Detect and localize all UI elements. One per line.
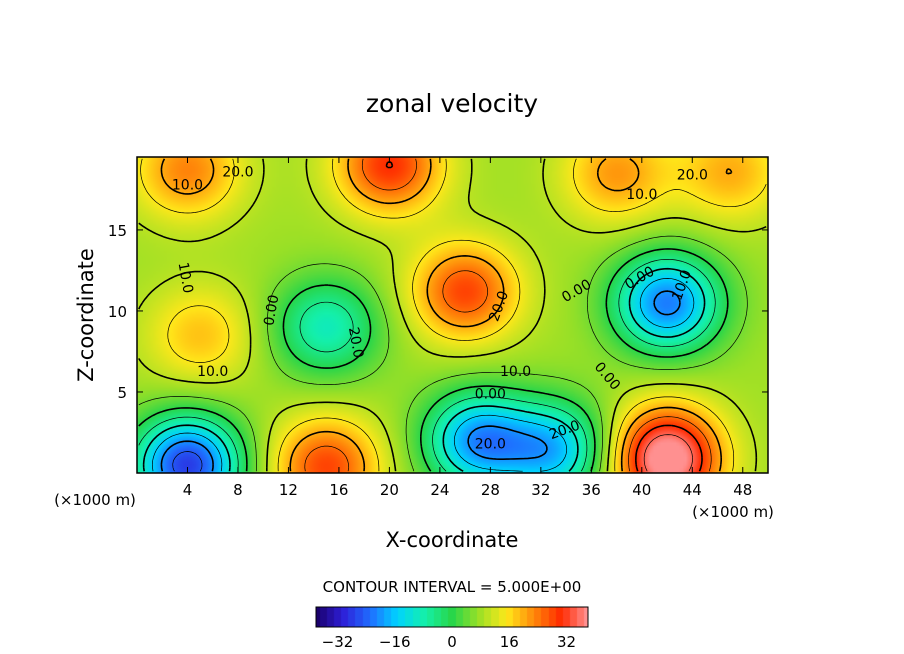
x-tick-label: 4	[183, 481, 193, 499]
y-axis-label: Z-coordinate	[74, 248, 98, 382]
plot-area: 20.0 20.010.010.010.010.00.000.000.000.00…	[136, 156, 769, 474]
colorbar: −32 −16 0 16 32	[315, 606, 589, 651]
contour-level	[172, 451, 203, 472]
y-tick-label: 15	[108, 222, 127, 240]
x-tick-label: 24	[430, 481, 449, 499]
contour-level	[138, 248, 729, 472]
chart-title: zonal velocity	[366, 89, 538, 118]
contour-level	[142, 267, 706, 472]
contour-level	[140, 158, 767, 472]
x-axis-label: X-coordinate	[386, 528, 519, 552]
contour-label: 10.0	[175, 261, 196, 294]
x-tick-label: 40	[632, 481, 651, 499]
contour-level	[138, 158, 767, 472]
x-axis-ticks: 4 8 12 16 20 24 28 32 36 40 44 48	[183, 157, 752, 499]
contour-label: 0.00	[475, 386, 506, 402]
colorbar-tick-label: −32	[322, 633, 354, 651]
contour-level	[138, 258, 716, 472]
contour-level	[160, 158, 733, 472]
contour-label: 20.0	[677, 168, 708, 184]
x-tick-label: 16	[329, 481, 348, 499]
contour-level	[152, 278, 695, 472]
y-tick-label: 10	[108, 303, 127, 321]
x-tick-label: 8	[233, 481, 243, 499]
colorbar-tick-label: 16	[500, 633, 519, 651]
x-tick-label: 32	[531, 481, 550, 499]
contour-label: 10.0	[172, 177, 203, 193]
contour-label: 20.0	[222, 164, 253, 180]
colorbar-gradient	[316, 607, 588, 627]
colorbar-tick-label: −16	[379, 633, 411, 651]
plot-frame	[136, 156, 769, 474]
contour-lines	[138, 158, 767, 472]
colorbar-ticks: −32 −16 0 16 32	[322, 633, 576, 651]
x-tick-label: 48	[733, 481, 752, 499]
contour-label: 20.0	[475, 437, 506, 453]
contour-label: 10.0	[500, 364, 531, 380]
x-tick-label: 36	[582, 481, 601, 499]
contour-level	[160, 290, 681, 472]
x-tick-label: 44	[683, 481, 702, 499]
x-tick-label: 20	[380, 481, 399, 499]
y-tick-label: 5	[117, 384, 127, 402]
contour-level	[385, 161, 703, 472]
x-tick-label: 28	[481, 481, 500, 499]
contour-label: 10.0	[626, 187, 657, 203]
colorbar-tick-label: 0	[447, 633, 457, 651]
contour-label: 10.0	[197, 364, 228, 380]
contour-label: 20.0	[345, 326, 366, 359]
contour-label: 0.00	[261, 294, 282, 327]
x-unit-right: (×1000 m)	[692, 503, 774, 521]
velocity-field	[137, 157, 768, 473]
contour-level	[138, 235, 748, 472]
y-axis-ticks: 5 10 15	[108, 222, 768, 402]
x-tick-label: 12	[279, 481, 298, 499]
colorbar-tick-label: 32	[557, 633, 576, 651]
contour-interval-label: CONTOUR INTERVAL = 5.000E+00	[323, 578, 582, 596]
contour-level	[643, 434, 693, 472]
x-unit-left: (×1000 m)	[54, 491, 136, 509]
contour-level	[304, 158, 712, 472]
colorbar-frame	[315, 606, 589, 628]
